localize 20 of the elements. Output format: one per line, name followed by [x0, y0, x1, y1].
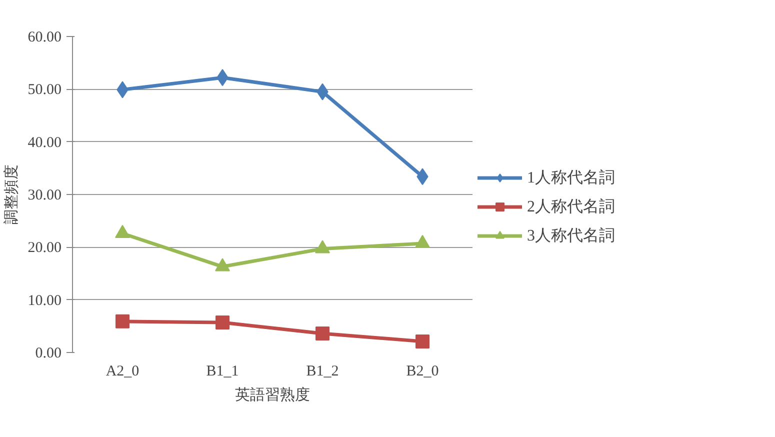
point: [416, 334, 430, 348]
y-tick-label: 50.00: [28, 82, 62, 98]
y-tick-label: 0.00: [35, 346, 62, 362]
x-tick-label: B1_2: [306, 364, 339, 380]
point: [316, 326, 330, 341]
y-tick-label: 30.00: [28, 188, 62, 204]
y-tick-label: 40.00: [28, 134, 62, 151]
legend-label: 2人称代名詞: [527, 197, 615, 217]
point: [216, 315, 230, 330]
y-tick-label: 20.00: [28, 240, 62, 256]
y-axis-title: 調整頻度: [2, 164, 20, 224]
point: [116, 314, 130, 328]
x-tick-label: B2_0: [406, 364, 439, 380]
legend-label: 3人称代名詞: [527, 226, 615, 246]
legend-label: 1人称代名詞: [527, 168, 615, 188]
y-tick-label: 10.00: [28, 292, 62, 309]
x-axis-title: 英語習熟度: [235, 386, 310, 404]
y-tick-label: 60.00: [28, 30, 62, 46]
x-tick-label: B1_1: [206, 364, 239, 380]
x-tick-label: A2_0: [106, 364, 140, 380]
